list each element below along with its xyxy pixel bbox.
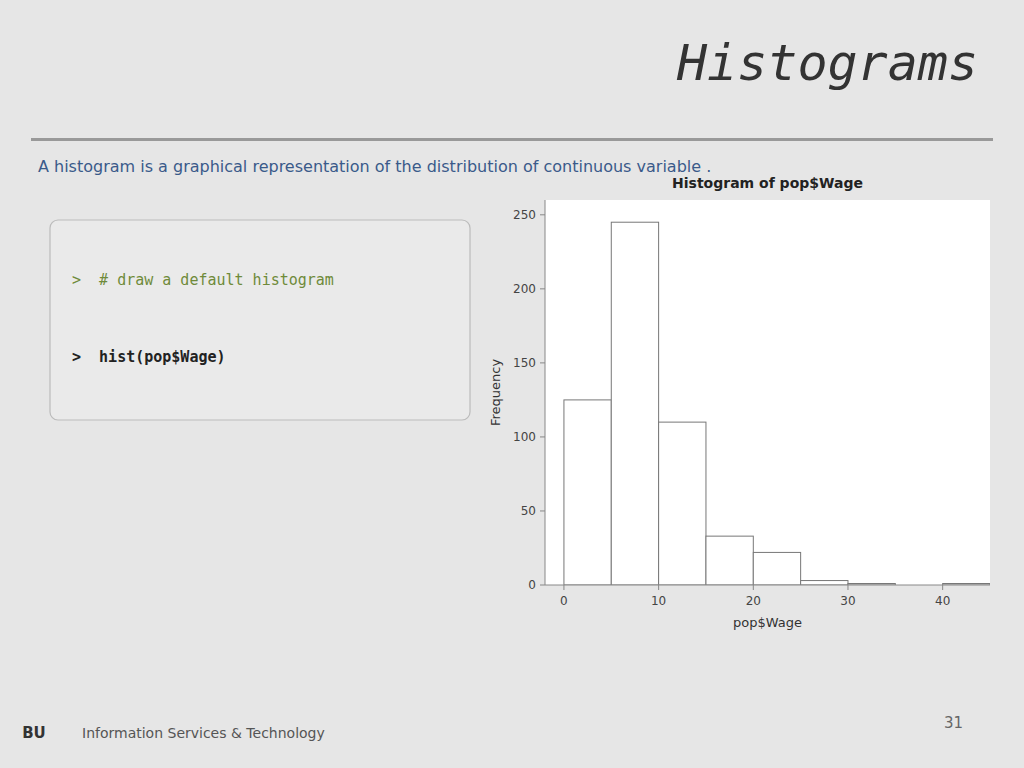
y-tick bbox=[540, 585, 545, 586]
histogram-chart: 0 10 20 30 40 0 50 100 150 200 250 Histogram of pop… bbox=[488, 175, 990, 630]
histogram-bar bbox=[564, 400, 611, 585]
histogram-bar bbox=[801, 581, 848, 585]
x-tick-label: 10 bbox=[651, 594, 666, 608]
y-tick-label: 150 bbox=[513, 356, 536, 370]
bars bbox=[564, 222, 990, 585]
x-tick-label: 30 bbox=[840, 594, 855, 608]
slide-title: Histograms bbox=[676, 34, 978, 92]
y-axis-line bbox=[545, 200, 546, 585]
x-axis-line bbox=[545, 585, 990, 586]
y-tick-label: 0 bbox=[528, 578, 536, 592]
y-tick-label: 50 bbox=[521, 504, 536, 518]
footer-text: Information Services & Technology bbox=[82, 725, 325, 741]
code-line: > hist(pop$Wage) bbox=[72, 348, 226, 366]
histogram-bar bbox=[611, 222, 658, 585]
y-tick-label: 200 bbox=[513, 282, 536, 296]
y-tick-label: 250 bbox=[513, 208, 536, 222]
x-tick-label: 20 bbox=[746, 594, 761, 608]
x-tick bbox=[563, 585, 564, 590]
rule bbox=[31, 138, 993, 141]
x-tick-label: 40 bbox=[935, 594, 950, 608]
histogram-bar bbox=[753, 552, 800, 585]
code-box: > # draw a default histogram > hist(pop$W… bbox=[50, 220, 470, 420]
x-tick bbox=[942, 585, 943, 590]
plot-area bbox=[545, 200, 990, 585]
y-tick bbox=[540, 214, 545, 215]
slide-number: 31 bbox=[944, 714, 963, 732]
y-axis-label: Frequency bbox=[488, 359, 503, 426]
histogram-bar bbox=[659, 422, 706, 585]
subtitle: A histogram is a graphical representatio… bbox=[38, 157, 711, 176]
code-comment: > # draw a default histogram bbox=[72, 271, 334, 289]
x-tick bbox=[847, 585, 848, 590]
x-axis-label: pop$Wage bbox=[733, 615, 802, 630]
x-tick bbox=[753, 585, 754, 590]
footer: BU Information Services & Technology 31 bbox=[22, 714, 963, 742]
y-tick bbox=[540, 288, 545, 289]
code-box-frame bbox=[50, 220, 470, 420]
page: Histograms A histogram is a graphical rep… bbox=[0, 0, 1024, 768]
y-tick bbox=[540, 362, 545, 363]
chart-title: Histogram of pop$Wage bbox=[672, 175, 863, 191]
y-tick bbox=[540, 510, 545, 511]
x-tick bbox=[658, 585, 659, 590]
histogram-bar bbox=[706, 536, 753, 585]
x-tick-label: 0 bbox=[560, 594, 568, 608]
y-tick bbox=[540, 436, 545, 437]
y-tick-label: 100 bbox=[513, 430, 536, 444]
footer-logo: BU bbox=[22, 724, 46, 742]
